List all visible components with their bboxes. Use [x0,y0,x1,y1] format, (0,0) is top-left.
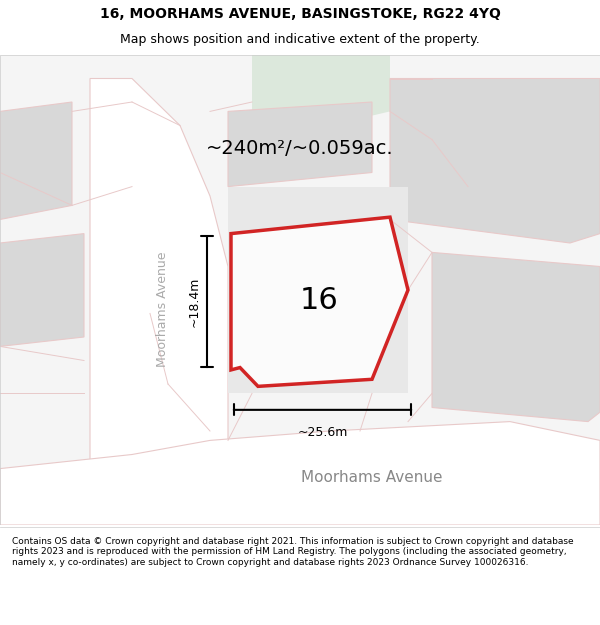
Text: 16: 16 [300,286,338,315]
Text: Map shows position and indicative extent of the property.: Map shows position and indicative extent… [120,33,480,46]
Text: ~240m²/~0.059ac.: ~240m²/~0.059ac. [206,139,394,159]
Text: 16, MOORHAMS AVENUE, BASINGSTOKE, RG22 4YQ: 16, MOORHAMS AVENUE, BASINGSTOKE, RG22 4… [100,7,500,21]
Text: ~18.4m: ~18.4m [188,276,201,327]
Polygon shape [252,55,390,139]
Polygon shape [90,79,228,525]
Polygon shape [0,234,84,346]
Polygon shape [390,79,600,243]
Polygon shape [228,102,372,187]
Text: Contains OS data © Crown copyright and database right 2021. This information is : Contains OS data © Crown copyright and d… [12,537,574,567]
Polygon shape [432,253,600,422]
Polygon shape [231,217,408,386]
Text: Moorhams Avenue: Moorhams Avenue [155,251,169,366]
Polygon shape [0,422,600,525]
Polygon shape [0,102,72,219]
Text: ~25.6m: ~25.6m [298,426,347,439]
Polygon shape [0,55,600,525]
Polygon shape [228,187,408,393]
Text: Moorhams Avenue: Moorhams Avenue [301,471,443,486]
